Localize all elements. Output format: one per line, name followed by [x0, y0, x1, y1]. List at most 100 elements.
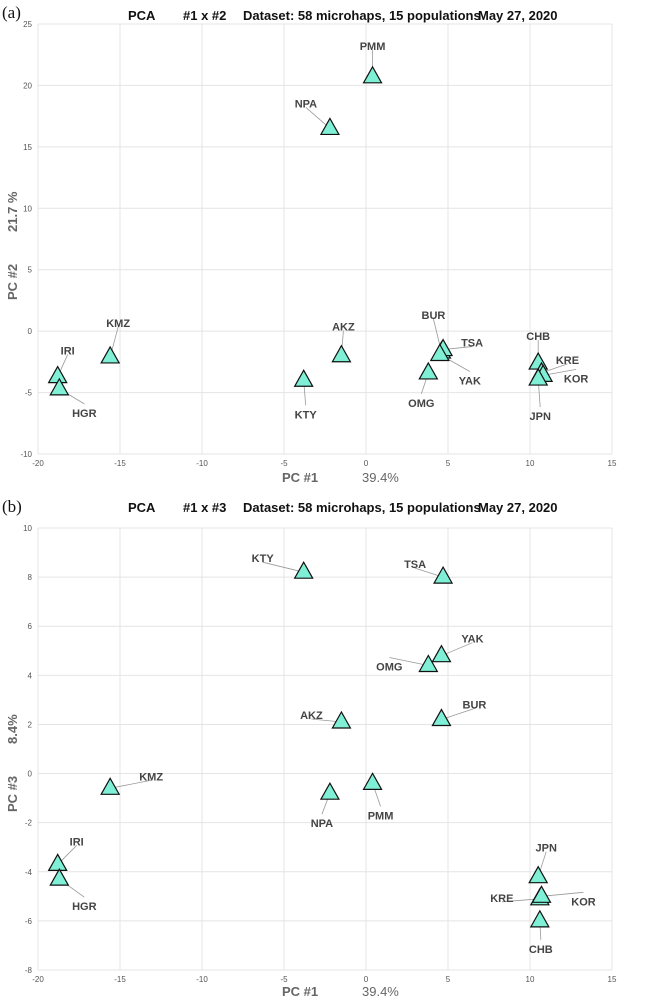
triangle-marker	[49, 867, 70, 886]
chart-title-part: #1 x #3	[183, 500, 226, 515]
triangle-marker	[49, 377, 70, 396]
y-tick-label: -4	[25, 868, 33, 877]
y-axis-label: PC #3	[5, 776, 20, 812]
chart-title-part: May 27, 2020	[478, 8, 558, 23]
data-point-omg: OMG	[376, 654, 439, 674]
x-tick-label: 15	[608, 459, 617, 468]
point-label: TSA	[461, 338, 483, 350]
leader-line	[110, 779, 152, 789]
x-tick-label: 15	[608, 975, 617, 984]
data-point-yak: YAK	[429, 343, 481, 387]
triangle-marker	[319, 781, 340, 800]
y-tick-label: 25	[23, 20, 32, 29]
y-axis-value: 8.4%	[5, 714, 20, 744]
chart-a: (a) PCA #1 x #2 Dataset: 58 microhaps, 15 p…	[2, 3, 617, 485]
x-tick-label: 5	[446, 975, 451, 984]
x-tick-label: 0	[364, 459, 369, 468]
x-tick-label: -15	[114, 975, 126, 984]
triangle-marker	[362, 772, 383, 790]
data-point-pmm: PMM	[362, 772, 393, 822]
data-point-kmz: KMZ	[100, 771, 163, 795]
data-point-kmz: KMZ	[100, 318, 130, 364]
data-point-iri: IRI	[47, 836, 84, 872]
data-point-akz: AKZ	[300, 710, 352, 729]
data-point-npa: NPA	[295, 98, 340, 136]
point-label: CHB	[529, 944, 553, 956]
point-label: OMG	[376, 662, 402, 674]
data-point-kty: KTY	[293, 369, 318, 421]
y-tick-label: 4	[28, 671, 33, 680]
triangle-marker	[362, 65, 383, 84]
triangle-marker	[100, 777, 121, 795]
point-label: JPN	[529, 411, 550, 423]
y-tick-label: 5	[28, 266, 33, 275]
data-point-kor: KOR	[531, 885, 596, 908]
data-point-hgr: HGR	[49, 377, 97, 420]
y-tick-label: -8	[25, 966, 33, 975]
leader-line	[441, 642, 473, 657]
point-label: KRE	[556, 355, 579, 367]
triangle-marker	[331, 710, 352, 729]
point-label: BUR	[422, 310, 446, 322]
point-label: KTY	[295, 409, 318, 421]
y-axis-label: PC #2	[5, 264, 20, 300]
x-tick-label: -10	[196, 459, 208, 468]
x-tick-label: 0	[364, 975, 369, 984]
triangle-marker	[431, 708, 452, 727]
y-tick-label: -5	[25, 389, 33, 398]
data-point-npa: NPA	[311, 781, 340, 830]
point-label: CHB	[526, 331, 550, 343]
chart-title-part: Dataset: 58 microhaps, 15 populations	[243, 500, 481, 515]
y-tick-label: 0	[28, 770, 33, 779]
point-label: NPA	[311, 818, 333, 830]
data-point-yak: YAK	[431, 634, 484, 663]
panel-label: (b)	[2, 497, 22, 516]
x-tick-label: 10	[526, 459, 535, 468]
panel-label: (a)	[2, 3, 21, 22]
leader-line	[441, 708, 475, 720]
y-tick-label: 6	[28, 622, 33, 631]
triangle-marker	[531, 885, 552, 903]
triangle-marker	[433, 565, 454, 584]
x-tick-label: -20	[32, 459, 44, 468]
x-tick-label: -15	[114, 459, 126, 468]
y-tick-label: -2	[25, 819, 33, 828]
x-tick-label: 10	[526, 975, 535, 984]
y-tick-label: 0	[28, 327, 33, 336]
triangle-marker	[47, 853, 68, 872]
triangle-marker	[528, 367, 549, 386]
point-label: KOR	[564, 373, 589, 385]
triangle-marker	[418, 654, 439, 673]
triangle-marker	[47, 365, 68, 384]
triangle-marker	[418, 361, 439, 380]
x-tick-label: -5	[280, 459, 288, 468]
data-point-chb: CHB	[529, 909, 553, 956]
chart-title-part: May 27, 2020	[478, 500, 558, 515]
point-label: BUR	[463, 700, 487, 712]
y-tick-label: 10	[23, 204, 32, 213]
y-tick-label: -10	[20, 450, 32, 459]
x-axis-value: 39.4%	[362, 470, 399, 485]
point-label: KTY	[252, 553, 275, 565]
data-point-hgr: HGR	[49, 867, 97, 913]
y-axis-value: 21.7 %	[5, 191, 20, 232]
point-label: KOR	[571, 896, 596, 908]
point-label: TSA	[404, 559, 426, 571]
triangle-marker	[100, 345, 121, 364]
chart-title-part: Dataset: 58 microhaps, 15 populations	[243, 8, 481, 23]
y-tick-label: 20	[23, 81, 32, 90]
data-point-bur: BUR	[431, 700, 487, 727]
y-tick-label: 2	[28, 720, 33, 729]
x-axis-value: 39.4%	[362, 984, 399, 999]
point-label: YAK	[459, 375, 481, 387]
data-point-jpn: JPN	[528, 367, 551, 423]
chart-title-part: #1 x #2	[183, 8, 226, 23]
point-label: AKZ	[300, 710, 323, 722]
x-tick-label: 5	[446, 459, 451, 468]
leader-line	[262, 561, 304, 573]
x-axis-label: PC #1	[282, 984, 318, 999]
data-point-omg: OMG	[408, 361, 439, 410]
x-tick-label: -10	[196, 975, 208, 984]
point-label: HGR	[72, 901, 97, 913]
